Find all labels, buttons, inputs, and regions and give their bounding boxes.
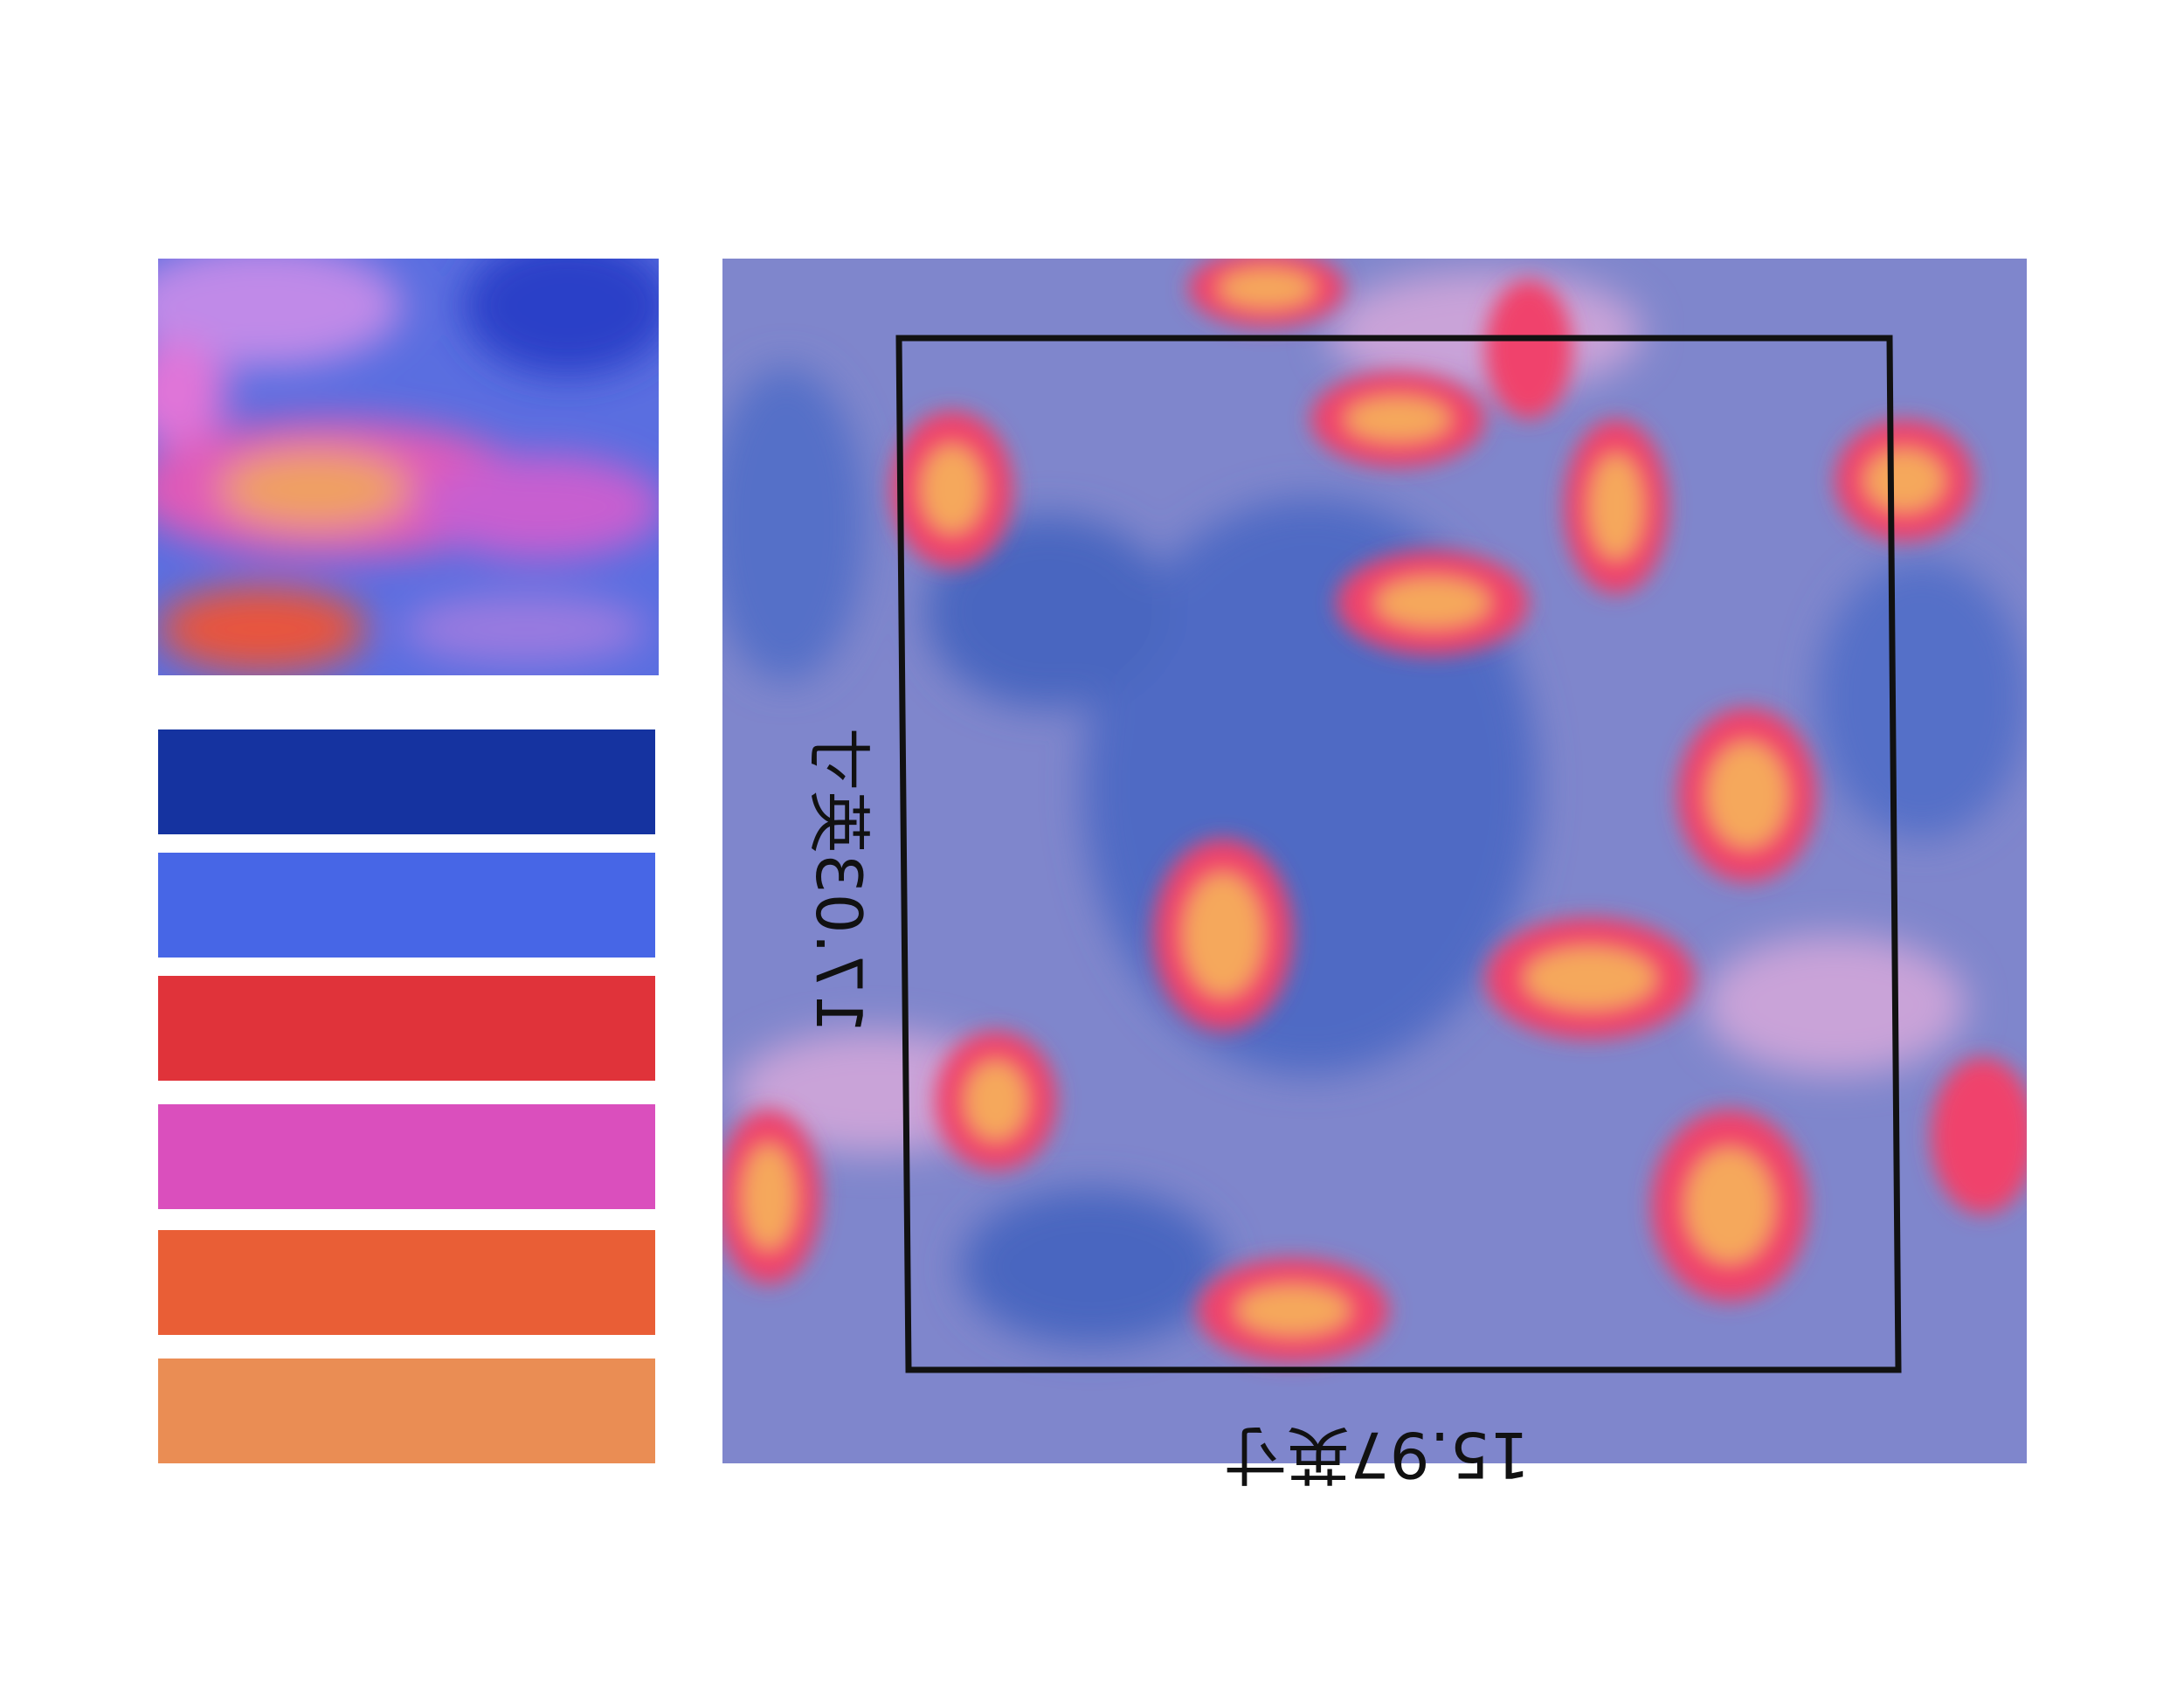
palette [158, 729, 655, 1463]
texture-swatch [158, 259, 659, 675]
frame [895, 335, 1902, 1373]
color-swatch [158, 976, 655, 1081]
pattern-panel [722, 259, 2027, 1463]
color-swatch [158, 1230, 655, 1335]
color-swatch [158, 853, 655, 958]
color-swatch [158, 1359, 655, 1463]
color-swatch [158, 729, 655, 834]
color-swatch [158, 1104, 655, 1209]
width-label: 15.97英寸 [1224, 1418, 1530, 1491]
height-label: 17.03英寸 [802, 728, 875, 1034]
